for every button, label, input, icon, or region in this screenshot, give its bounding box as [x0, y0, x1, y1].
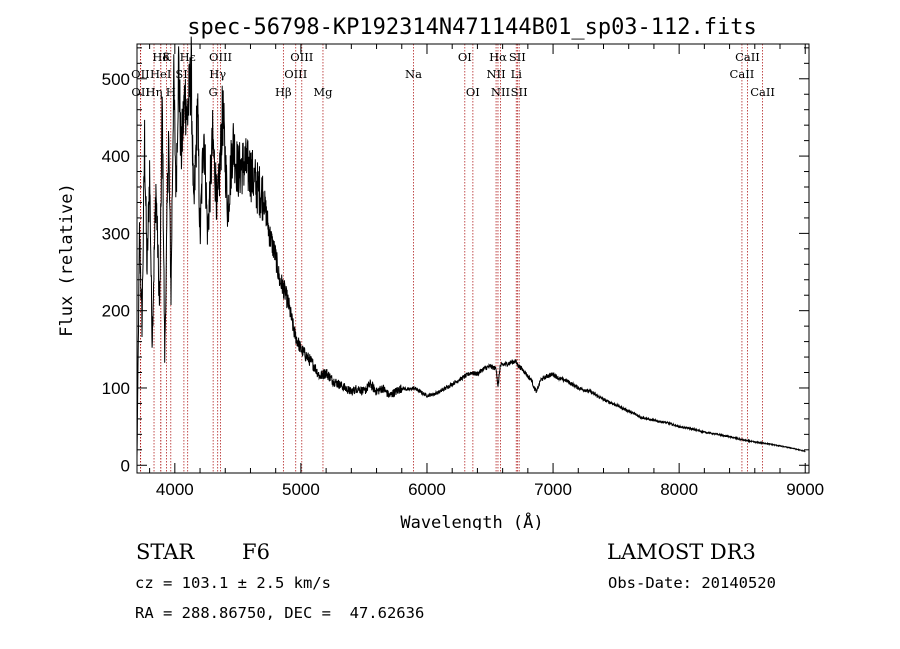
x-tick-label-5: 9000: [786, 480, 824, 499]
line-label-17: CaII: [730, 67, 755, 81]
line-label-11: SII: [175, 67, 192, 81]
x-tick-label-0: 4000: [156, 480, 194, 499]
redshift-readout: cz = 103.1 ± 2.5 km/s: [135, 574, 331, 592]
line-label-16: Li: [511, 67, 523, 81]
line-label-8: CaII: [735, 50, 760, 64]
line-label-9: OII: [131, 67, 150, 81]
line-label-13: OIII: [284, 67, 307, 81]
y-tick-label-4: 400: [102, 147, 130, 166]
line-label-23: Mg: [313, 85, 333, 99]
x-tick-label-3: 7000: [534, 480, 572, 499]
spectrum-chart: spec-56798-KP192314N471144B01_sp03-112.f…: [57, 15, 824, 530]
object-class: STAR: [136, 540, 195, 564]
x-axis-label: Wavelength (Å): [400, 511, 543, 530]
line-label-10: HeI: [150, 67, 171, 81]
coordinates: RA = 288.86750, DEC = 47.62636: [135, 604, 425, 622]
line-label-19: Hη: [146, 85, 163, 99]
line-label-5: OI: [458, 50, 472, 64]
line-label-0: Hδ: [152, 50, 169, 64]
line-label-2: Hε: [180, 50, 196, 64]
line-label-6: Hα: [489, 50, 507, 64]
line-label-14: Na: [405, 67, 422, 81]
y-axis: 0 100 200 300 400 500: [102, 47, 809, 475]
chart-title: spec-56798-KP192314N471144B01_sp03-112.f…: [187, 15, 757, 40]
obs-date: Obs-Date: 20140520: [608, 574, 776, 592]
line-label-3: OIII: [209, 50, 232, 64]
plot-frame: [136, 43, 810, 474]
line-label-18: OII: [131, 85, 150, 99]
subclass: F6: [242, 540, 270, 564]
line-label-24: OI: [466, 85, 480, 99]
line-label-1: K: [162, 50, 171, 64]
x-tick-label-4: 8000: [660, 480, 698, 499]
x-axis: 4000 5000 6000 7000 8000 9000: [149, 44, 824, 499]
y-tick-label-5: 500: [102, 70, 130, 89]
line-label-15: NII: [486, 67, 505, 81]
y-tick-label-2: 200: [102, 302, 130, 321]
y-axis-label: Flux (relative): [57, 183, 77, 337]
x-tick-label-1: 5000: [282, 480, 320, 499]
y-tick-label-1: 100: [102, 379, 130, 398]
line-label-26: SII: [511, 85, 528, 99]
line-label-4: OIII: [290, 50, 313, 64]
line-label-27: CaII: [750, 85, 775, 99]
survey-name: LAMOST DR3: [607, 540, 756, 564]
emission-line-markers: [140, 44, 764, 473]
y-tick-label-3: 300: [102, 224, 130, 243]
line-label-25: NII: [491, 85, 510, 99]
x-tick-label-2: 6000: [408, 480, 446, 499]
line-label-20: H: [166, 85, 176, 99]
line-label-12: Hγ: [209, 67, 226, 81]
line-label-22: Hβ: [275, 85, 292, 99]
line-label-7: SII: [509, 50, 526, 64]
spectrum-line: [136, 36, 806, 458]
line-label-21: G: [209, 85, 218, 99]
y-tick-label-0: 0: [121, 456, 130, 475]
